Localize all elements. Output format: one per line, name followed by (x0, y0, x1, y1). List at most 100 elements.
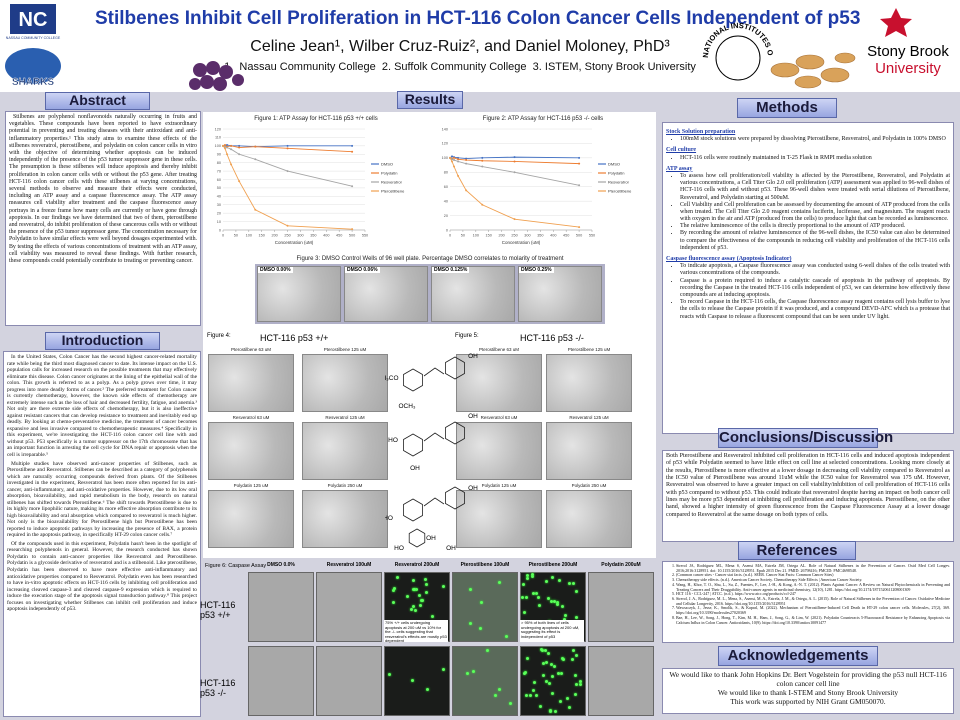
dmso-tile: DMSO 0.25% (518, 266, 602, 322)
authors: Celine Jean¹, Wilber Cruz-Ruiz², and Dan… (250, 38, 670, 55)
micrograph (456, 422, 542, 480)
structure-label: OH (446, 545, 456, 552)
x-tick-label: 550 (362, 234, 368, 238)
benzene-ring (403, 356, 465, 392)
x-tick-label: 100 (473, 234, 479, 238)
caspase-image (248, 572, 314, 642)
y-tick-label: 140 (442, 127, 448, 131)
fluorescent-cell (539, 705, 543, 709)
fluorescent-cell (556, 601, 560, 605)
x-tick-label: 150 (486, 234, 492, 238)
introduction-paragraph: In the United States, Colon Cancer has t… (7, 354, 197, 458)
x-tick-label: 50 (461, 234, 465, 238)
data-point (286, 224, 289, 227)
fluorescent-cell (414, 608, 418, 612)
data-point (238, 153, 241, 156)
nih-name: NATIONAL INSTITUTES OF HEALTH (0, 0, 775, 58)
data-point (230, 144, 233, 147)
fluorescent-cell (494, 694, 498, 698)
micrograph (546, 422, 632, 480)
x-tick-label: 550 (589, 234, 595, 238)
fluorescent-cell (537, 604, 541, 608)
dmso-tile: DMSO 0.06% (344, 266, 428, 322)
ncc-name: NASSAU COMMUNITY COLLEGE (6, 36, 61, 40)
fluorescent-cell (442, 585, 446, 589)
data-point (453, 156, 456, 159)
structure-label: OCH₃ (398, 403, 415, 410)
legend-label: DMSO (381, 161, 393, 166)
data-point (226, 143, 229, 146)
fluorescent-cell (486, 648, 490, 652)
figure-title: Figure 3: DMSO Control Wells of 96 well … (296, 256, 564, 262)
methods-text: Stock Solution preparation100mM stock so… (662, 122, 954, 434)
references-text: Sirerol JA, Rodríguez ML, Mena S, Asensi… (662, 561, 954, 643)
micrograph-label: Resveratrol 125 uM (325, 415, 365, 420)
fluorescent-cell (424, 577, 428, 581)
figure-label: Figure 5: (455, 333, 479, 339)
y-tick-label: 20 (444, 214, 448, 218)
x-tick-label: 50 (234, 234, 238, 238)
data-point (457, 160, 460, 163)
fluorescent-cell (410, 608, 414, 612)
fluorescent-cell (406, 595, 410, 599)
abstract-heading: Abstract (45, 92, 150, 110)
caspase-image (588, 646, 654, 716)
methods-item: To record Caspase in the HCT-116 cells, … (680, 299, 950, 321)
data-point (230, 148, 233, 151)
fluorescent-cell (560, 604, 564, 608)
fluorescent-cell (411, 605, 415, 609)
legend-label: Resveratrol (608, 179, 629, 184)
figure-subtitle: HCT-116 p53 -/- (520, 333, 584, 343)
caspase-image (316, 572, 382, 642)
x-tick-label: 500 (349, 234, 355, 238)
figure-note: 75% +/+ cells undergoing apoptosis at 20… (384, 620, 448, 644)
data-point (351, 150, 354, 153)
micrograph-label: Resveratrol 63 uM (480, 415, 518, 420)
y-tick-label: 120 (442, 142, 448, 146)
fluorescent-cell (469, 622, 473, 626)
figure-title: Figure 1: ATP Assay for HCT-116 p53 +/+ … (254, 116, 378, 122)
fluorescent-cell (559, 700, 563, 704)
conclusions-heading: Conclusions/Discussion (718, 428, 894, 448)
data-point (481, 159, 484, 162)
x-tick-label: 300 (297, 234, 303, 238)
caspase-image (588, 572, 654, 642)
data-point (238, 146, 241, 149)
fluorescent-cell (578, 679, 582, 683)
fluorescent-cell (524, 595, 528, 599)
fluorescent-cell (547, 651, 551, 655)
abstract-paragraph: Stilbenes are polyphenol nonflavonoids n… (9, 114, 197, 265)
row-label: HCT-116 p53 +/+ (200, 600, 236, 620)
atp-chart: 0 10 20 30 40 50 60 70 80 90 100 110 120 0 50 100 150 200… (215, 127, 405, 245)
fluorescent-cell (417, 594, 421, 598)
structure-label: OH (410, 465, 420, 472)
reference: Wang, H., Khor, T. O., Shu, L., Su, Z., … (676, 582, 950, 592)
affiliations: 1. Nassau Community College 2. Suffolk C… (224, 61, 696, 73)
legend-label: Polydatin (381, 170, 397, 175)
acknowledgement-line: We would like to thank John Hopkins Dr. … (669, 670, 947, 688)
reference-list: Sirerol JA, Rodríguez ML, Mena S, Asensi… (666, 563, 950, 625)
fluorescent-cell (395, 576, 399, 580)
x-tick-label: 400 (550, 234, 556, 238)
fluorescent-cell (411, 678, 415, 682)
methods-item: By recording the amount of relative lumi… (680, 230, 950, 252)
data-point (578, 226, 581, 229)
methods-subheading: Cell culture (666, 147, 697, 154)
legend-label: Pterostilbene (608, 188, 632, 193)
data-point (578, 162, 581, 165)
fluorescent-cell (521, 596, 525, 600)
fluorescent-cell (551, 675, 555, 679)
micrograph (208, 354, 294, 412)
data-point (224, 147, 227, 150)
structure-label: OH (468, 353, 478, 360)
fluorescent-cell (532, 592, 536, 596)
abstract-text: Stilbenes are polyphenol nonflavonoids n… (5, 111, 201, 326)
benzene-ring (403, 486, 465, 522)
data-point (481, 165, 484, 168)
legend-label: Resveratrol (381, 179, 402, 184)
fluorescent-cell (533, 680, 536, 684)
stony-star (880, 8, 912, 37)
data-point (226, 146, 229, 149)
micrograph-figures: Figure 4: HCT-116 p53 +/+ Pterostilbene 63… (203, 330, 656, 558)
